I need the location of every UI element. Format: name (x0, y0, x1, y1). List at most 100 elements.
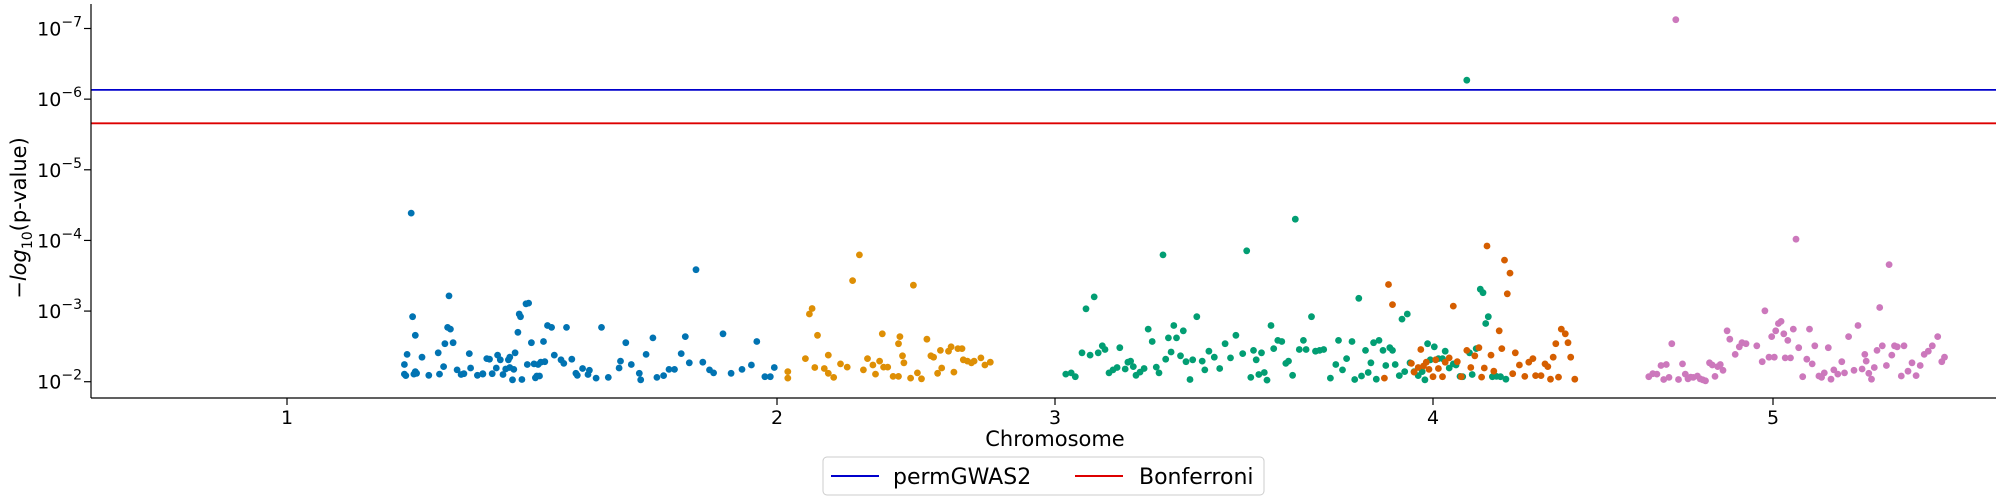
data-point (748, 361, 755, 369)
y-axis-title-suffix: (p-value) (7, 137, 31, 231)
data-point (1155, 369, 1163, 377)
data-point (896, 333, 904, 340)
chromosome-2-points (784, 251, 994, 383)
data-point (910, 281, 917, 289)
data-point (1711, 373, 1719, 380)
data-point (872, 370, 879, 378)
data-point (403, 351, 411, 358)
data-point (1082, 305, 1090, 313)
data-point (518, 376, 526, 383)
data-point (653, 374, 661, 381)
data-point (1351, 376, 1359, 383)
data-point (889, 373, 897, 380)
data-point (1708, 361, 1716, 369)
data-point (1868, 375, 1875, 383)
data-point (1343, 355, 1350, 362)
data-point (864, 355, 871, 362)
data-point (1177, 352, 1184, 360)
data-point (465, 350, 473, 357)
data-point (548, 324, 555, 331)
data-point (1121, 365, 1129, 373)
y-tick-label: 10−2 (37, 368, 82, 394)
data-point (479, 370, 487, 378)
data-point (615, 364, 623, 372)
data-point (1885, 261, 1893, 268)
data-point (1668, 340, 1676, 348)
data-point (523, 361, 531, 368)
data-point (1355, 294, 1363, 302)
data-point (1495, 327, 1503, 335)
chromosome-4-points (1381, 242, 1579, 383)
y-axis-title-log: log (7, 249, 31, 281)
data-point (1806, 325, 1813, 333)
data-point (958, 345, 966, 352)
data-point (413, 369, 420, 377)
data-point (1210, 353, 1218, 361)
data-point (1653, 370, 1661, 378)
data-point (1457, 373, 1465, 381)
data-point (1784, 337, 1792, 344)
data-point (1358, 372, 1365, 380)
y-axis-title-subscript: 10 (20, 231, 36, 249)
data-point (1159, 251, 1167, 259)
data-point (402, 372, 410, 379)
data-point (1162, 355, 1170, 363)
y-tick-base: 10 (37, 301, 61, 323)
data-point (1101, 346, 1109, 353)
y-tick-exponent: −5 (61, 156, 82, 172)
data-point (1672, 16, 1680, 24)
data-point (1838, 358, 1846, 366)
data-point (1302, 346, 1310, 353)
data-point (1152, 363, 1160, 371)
data-point (860, 366, 867, 374)
data-point (1516, 361, 1523, 369)
data-point (1221, 340, 1229, 348)
data-point (1463, 76, 1471, 84)
data-point (467, 364, 474, 372)
data-point (649, 334, 657, 342)
data-point (1432, 356, 1440, 364)
data-point (1487, 351, 1495, 359)
data-point (1140, 365, 1148, 372)
data-point (685, 359, 693, 367)
data-point (586, 366, 593, 374)
data-point (496, 356, 504, 364)
data-point (1768, 333, 1776, 340)
data-point (622, 339, 630, 347)
data-point (598, 324, 605, 331)
data-point (517, 313, 524, 321)
data-point (677, 350, 685, 357)
data-point (1719, 366, 1727, 374)
y-tick-label: 10−3 (37, 297, 82, 323)
data-point (1463, 347, 1471, 354)
legend-label-bonferroni: Bonferroni (1139, 465, 1254, 490)
data-point (681, 333, 689, 340)
threshold-lines (91, 89, 1996, 125)
data-point (1716, 361, 1724, 368)
data-point (1490, 367, 1498, 375)
data-point (1662, 361, 1670, 368)
data-point (849, 277, 856, 284)
data-point (1772, 327, 1780, 335)
x-axis-title: Chromosome (985, 427, 1124, 451)
data-point (411, 331, 419, 339)
data-point (1924, 347, 1932, 355)
data-point (1391, 361, 1399, 368)
data-point (540, 338, 547, 345)
data-point (1799, 373, 1807, 381)
data-point (1449, 302, 1457, 310)
data-point (1453, 358, 1461, 366)
y-axis-title-text: −log10(p-value) (7, 137, 36, 299)
data-point (1425, 366, 1433, 373)
data-point (401, 361, 408, 368)
data-point (1441, 358, 1449, 366)
data-point (1186, 376, 1194, 383)
data-point (1252, 356, 1260, 364)
data-point (895, 373, 902, 380)
data-point (1854, 322, 1862, 329)
data-point (824, 369, 832, 377)
data-point (528, 339, 535, 347)
data-point (938, 364, 946, 372)
y-tick-base: 10 (37, 89, 61, 111)
data-point (1285, 357, 1292, 365)
